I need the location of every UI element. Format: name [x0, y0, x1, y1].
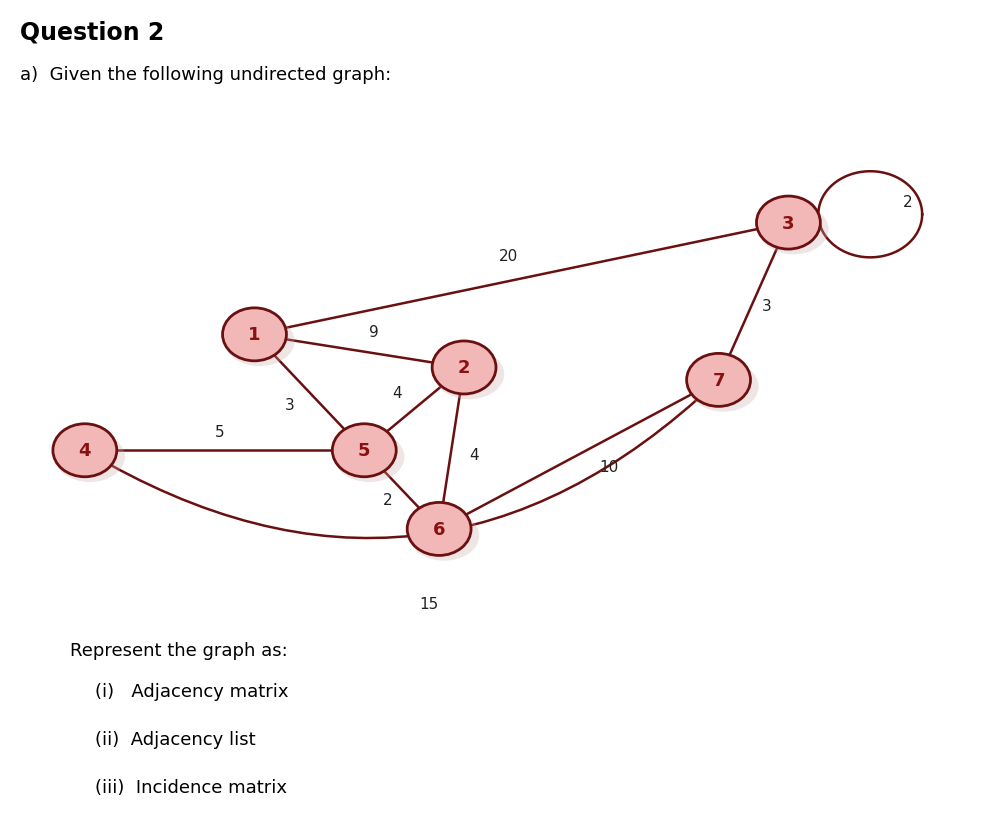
Circle shape — [223, 308, 286, 361]
Ellipse shape — [409, 511, 479, 561]
Text: Represent the graph as:: Represent the graph as: — [70, 641, 287, 659]
Text: 20: 20 — [499, 249, 519, 264]
Circle shape — [432, 342, 496, 394]
Text: (ii)  Adjacency list: (ii) Adjacency list — [95, 730, 255, 748]
Text: 4: 4 — [79, 442, 91, 460]
Ellipse shape — [758, 205, 828, 255]
Text: 10: 10 — [599, 460, 619, 475]
Text: 2: 2 — [458, 359, 470, 377]
Text: 9: 9 — [369, 325, 379, 340]
Ellipse shape — [55, 433, 125, 482]
Text: 3: 3 — [284, 398, 294, 413]
Text: 4: 4 — [392, 385, 402, 400]
Circle shape — [687, 354, 750, 407]
Circle shape — [407, 503, 471, 556]
Text: 4: 4 — [469, 447, 479, 462]
Ellipse shape — [225, 317, 294, 366]
Text: 6: 6 — [433, 520, 445, 538]
Text: 1: 1 — [249, 326, 260, 344]
Text: 7: 7 — [713, 371, 725, 390]
Text: 3: 3 — [761, 299, 771, 313]
Circle shape — [332, 424, 396, 477]
Text: 2: 2 — [903, 195, 913, 210]
Text: 3: 3 — [782, 214, 794, 232]
Text: 15: 15 — [419, 596, 439, 611]
Text: (i)   Adjacency matrix: (i) Adjacency matrix — [95, 682, 288, 700]
Ellipse shape — [334, 433, 404, 482]
Ellipse shape — [434, 350, 504, 399]
Text: Question 2: Question 2 — [20, 21, 165, 45]
Text: 5: 5 — [358, 442, 370, 460]
Text: a)  Given the following undirected graph:: a) Given the following undirected graph: — [20, 66, 391, 84]
Text: 2: 2 — [382, 493, 392, 508]
Text: 5: 5 — [215, 424, 225, 439]
Ellipse shape — [689, 362, 758, 412]
Text: (iii)  Incidence matrix: (iii) Incidence matrix — [95, 778, 286, 796]
FancyArrowPatch shape — [87, 382, 717, 538]
Circle shape — [756, 197, 820, 250]
Circle shape — [53, 424, 117, 477]
